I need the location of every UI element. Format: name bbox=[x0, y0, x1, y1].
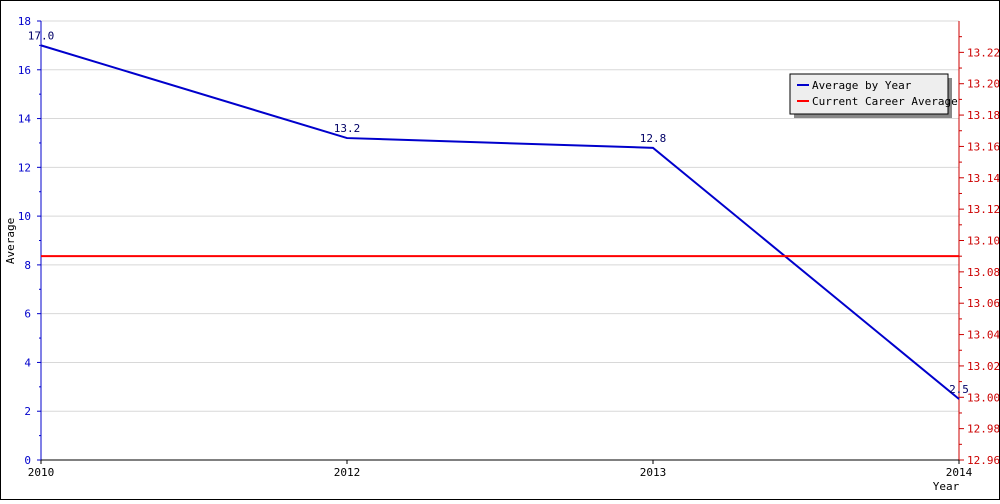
right-tick-label: 13.14 bbox=[967, 172, 999, 185]
series-line-0 bbox=[40, 44, 960, 400]
data-label: 12.8 bbox=[640, 132, 667, 145]
data-label: 13.2 bbox=[334, 122, 361, 135]
data-label: 2.5 bbox=[949, 383, 969, 396]
left-tick-label: 16 bbox=[18, 64, 31, 77]
right-tick-label: 13.20 bbox=[967, 78, 999, 91]
right-tick-label: 13.00 bbox=[967, 391, 999, 404]
left-axis-ticks: 0 2 4 6 8 10 12 14 16 18 bbox=[18, 15, 41, 467]
left-tick-label: 4 bbox=[24, 356, 31, 369]
left-tick-label: 8 bbox=[24, 259, 31, 272]
x-tick-label: 2014 bbox=[946, 466, 973, 479]
legend: Average by Year Current Career Average bbox=[789, 73, 958, 118]
x-axis-ticks: 2010 2012 2013 2014 bbox=[28, 460, 973, 479]
left-tick-label: 6 bbox=[24, 308, 31, 321]
left-tick-label: 12 bbox=[18, 161, 31, 174]
grid-lines bbox=[41, 20, 959, 412]
left-tick-label: 2 bbox=[24, 405, 31, 418]
series-group bbox=[40, 44, 960, 400]
right-tick-label: 13.06 bbox=[967, 297, 999, 310]
right-tick-label: 13.22 bbox=[967, 46, 999, 59]
x-tick-label: 2010 bbox=[28, 466, 55, 479]
right-tick-label: 13.04 bbox=[967, 329, 999, 342]
x-axis-label: Year bbox=[933, 480, 960, 493]
left-tick-label: 14 bbox=[18, 113, 32, 126]
y-axis-label: Average bbox=[4, 218, 17, 264]
legend-label-current-career-average: Current Career Average bbox=[812, 95, 958, 108]
right-tick-label: 13.12 bbox=[967, 203, 999, 216]
right-tick-label: 12.98 bbox=[967, 423, 999, 436]
right-tick-label: 12.96 bbox=[967, 454, 999, 467]
left-tick-label: 0 bbox=[24, 454, 31, 467]
right-axis-ticks: 12.96 12.98 13.00 13.02 13.04 13.06 13.08 13.10… bbox=[959, 36, 1000, 467]
right-tick-label: 13.08 bbox=[967, 266, 999, 279]
x-tick-label: 2013 bbox=[640, 466, 667, 479]
data-labels: 17.0 13.2 12.8 2.5 bbox=[28, 29, 969, 396]
right-tick-label: 13.16 bbox=[967, 140, 999, 153]
right-tick-label: 13.18 bbox=[967, 109, 999, 122]
left-tick-label: 10 bbox=[18, 210, 31, 223]
data-label: 17.0 bbox=[28, 29, 55, 42]
right-tick-label: 13.02 bbox=[967, 360, 999, 373]
left-tick-label: 18 bbox=[18, 15, 31, 28]
x-tick-label: 2012 bbox=[334, 466, 361, 479]
right-tick-label: 13.10 bbox=[967, 235, 999, 248]
legend-box bbox=[789, 73, 949, 115]
legend-label-average-by-year: Average by Year bbox=[812, 79, 912, 92]
